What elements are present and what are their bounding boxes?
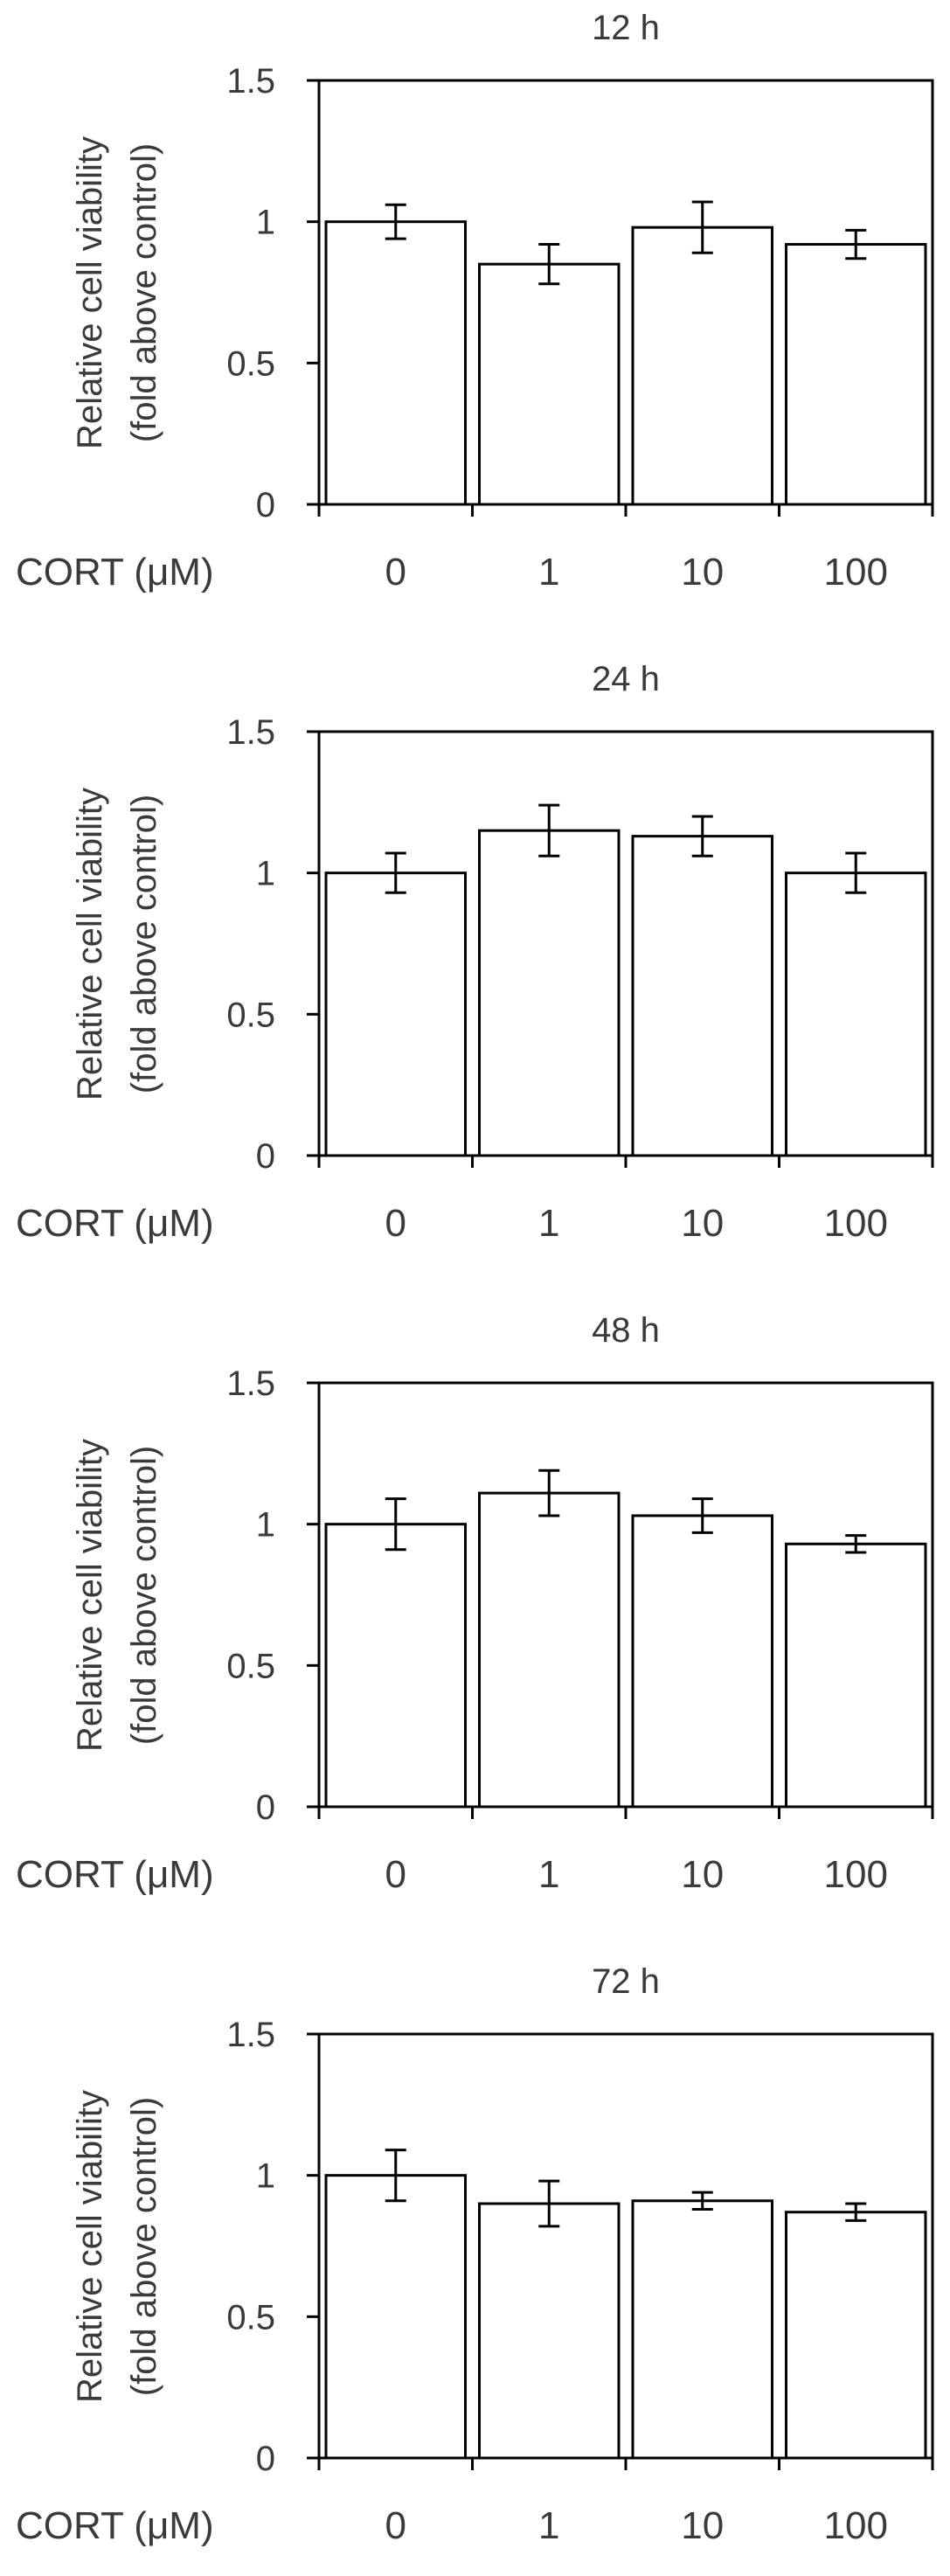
x-tick-label: 0: [385, 1202, 406, 1245]
bar-0: [324, 2174, 467, 2460]
y-tick-label: 0.5: [226, 996, 275, 1034]
x-tick-label: 1: [538, 551, 559, 594]
y-axis-label-line2: (fold above control): [125, 795, 163, 1094]
chart-title: 24 h: [592, 660, 660, 698]
chart-panel-3: 72 h 0 0.5 1 1.5 0 1 10 100 CORT (μM) Relative cel…: [16, 1962, 934, 2547]
bar-0: [324, 1523, 467, 1809]
y-axis-label-line2: (fold above control): [125, 143, 163, 442]
y-axis-label-line1: Relative cell viability: [71, 1439, 109, 1752]
bar-100: [785, 243, 927, 506]
x-axis-label: CORT (μM): [16, 551, 214, 594]
chart-title: 72 h: [592, 1962, 660, 2001]
bar-100: [785, 1542, 927, 1809]
y-tick-label: 0: [256, 2440, 275, 2478]
bar-1: [478, 2202, 621, 2460]
bar-0: [324, 220, 467, 506]
x-tick-label: 10: [681, 1202, 724, 1245]
y-tick-label: 1.5: [226, 62, 275, 101]
bar-1: [478, 1491, 621, 1809]
x-axis-label: CORT (μM): [16, 1202, 214, 1245]
y-axis-label-line2: (fold above control): [125, 2097, 163, 2396]
x-axis-label: CORT (μM): [16, 1853, 214, 1896]
bar-10: [631, 835, 773, 1157]
y-tick-label: 1.5: [226, 713, 275, 752]
y-tick-label: 1: [256, 1506, 275, 1545]
y-axis-label-line1: Relative cell viability: [71, 2090, 109, 2403]
x-tick-label: 1: [538, 1202, 559, 1245]
y-tick-label: 1: [256, 2157, 275, 2196]
y-axis-label-line1: Relative cell viability: [71, 788, 109, 1101]
y-tick-label: 0: [256, 486, 275, 524]
x-tick-label: 100: [824, 551, 888, 594]
x-tick-label: 1: [538, 2504, 559, 2547]
y-tick-label: 0.5: [226, 344, 275, 383]
bar-100: [785, 871, 927, 1157]
chart-title: 48 h: [592, 1311, 660, 1350]
bar-10: [631, 1514, 773, 1809]
bar-1: [478, 829, 621, 1157]
x-tick-label: 100: [824, 1853, 888, 1896]
y-axis-label-line2: (fold above control): [125, 1446, 163, 1745]
y-tick-label: 1: [256, 855, 275, 893]
bar-10: [631, 226, 773, 506]
bar-0: [324, 871, 467, 1157]
chart-panel-0: 12 h 0 0.5 1 1.5 0 1 10 100 CORT (μM) Relative cel…: [16, 9, 934, 594]
y-tick-label: 0: [256, 1137, 275, 1176]
chart-title: 12 h: [592, 9, 660, 47]
y-tick-label: 0.5: [226, 1647, 275, 1685]
x-tick-label: 0: [385, 551, 406, 594]
x-tick-label: 1: [538, 1853, 559, 1896]
x-axis-label: CORT (μM): [16, 2504, 214, 2547]
y-axis-label-line1: Relative cell viability: [71, 136, 109, 449]
x-tick-label: 10: [681, 551, 724, 594]
bar-1: [478, 262, 621, 506]
y-tick-label: 0: [256, 1788, 275, 1827]
y-tick-label: 1.5: [226, 2016, 275, 2054]
bar-100: [785, 2211, 927, 2460]
y-tick-label: 1.5: [226, 1364, 275, 1403]
y-tick-label: 0.5: [226, 2298, 275, 2336]
x-tick-label: 10: [681, 1853, 724, 1896]
chart-panel-2: 48 h 0 0.5 1 1.5 0 1 10 100 CORT (μM) Relative cel…: [16, 1311, 934, 1896]
bar-10: [631, 2199, 773, 2460]
x-tick-label: 100: [824, 2504, 888, 2547]
x-tick-label: 100: [824, 1202, 888, 1245]
x-tick-label: 0: [385, 2504, 406, 2547]
chart-panel-1: 24 h 0 0.5 1 1.5 0 1 10 100 CORT (μM) Relative cel…: [16, 660, 934, 1245]
x-tick-label: 0: [385, 1853, 406, 1896]
y-tick-label: 1: [256, 204, 275, 242]
x-tick-label: 10: [681, 2504, 724, 2547]
